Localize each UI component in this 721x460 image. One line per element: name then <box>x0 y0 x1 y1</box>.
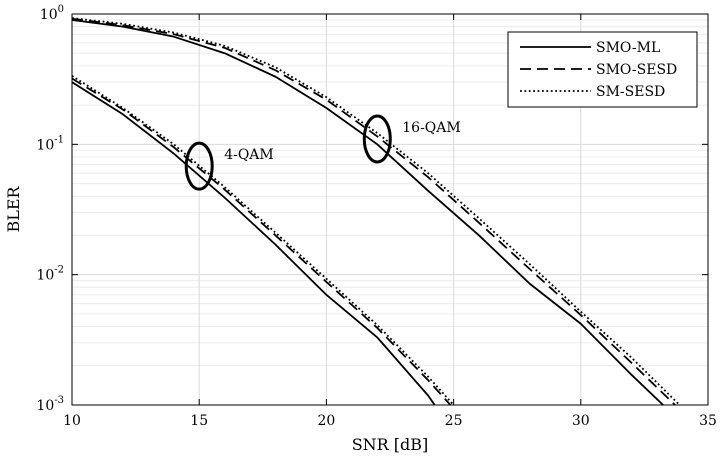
legend: SMO-ML SMO-SESD SM-SESD <box>507 31 698 108</box>
series-line-16-qam-dashed <box>72 17 677 405</box>
x-tick-label: 35 <box>699 413 717 429</box>
x-tick-label: 30 <box>572 413 590 429</box>
series-line-4-qam-solid <box>72 81 436 405</box>
x-tick-label: 10 <box>63 413 81 429</box>
annotation-label: 16-QAM <box>402 120 460 136</box>
annotation-ellipse <box>362 114 392 164</box>
annotations: 4-QAM 16-QAM <box>184 114 461 191</box>
x-axis-label: SNR [dB] <box>352 435 429 454</box>
x-tick-label: 15 <box>190 413 208 429</box>
series-line-16-qam-dotted <box>72 17 681 405</box>
y-tick-label: 10-1 <box>36 134 64 153</box>
plot-lines <box>72 17 681 405</box>
legend-label: SMO-SESD <box>596 62 677 78</box>
x-tick-label: 25 <box>445 413 463 429</box>
y-tick-label: 10-2 <box>36 265 64 284</box>
plot-frame <box>71 13 709 406</box>
x-tick-label: 20 <box>317 413 335 429</box>
y-tick-label: 10-3 <box>36 395 64 414</box>
y-tick-label: 100 <box>40 4 64 23</box>
axis-ticks <box>71 13 709 406</box>
legend-label: SMO-ML <box>596 40 660 56</box>
annotation-label: 4-QAM <box>224 147 274 163</box>
legend-label: SM-SESD <box>596 84 665 100</box>
y-axis-label: BLER <box>4 185 23 232</box>
y-tick-labels: 10-3 10-2 10-1 100 <box>36 4 64 414</box>
series-line-4-qam-dotted <box>72 75 455 405</box>
x-tick-labels: 10 15 20 25 30 35 <box>63 413 717 429</box>
series-line-16-qam-solid <box>72 19 665 405</box>
series-line-4-qam-dashed <box>72 77 452 405</box>
annotation-ellipse <box>184 141 214 191</box>
